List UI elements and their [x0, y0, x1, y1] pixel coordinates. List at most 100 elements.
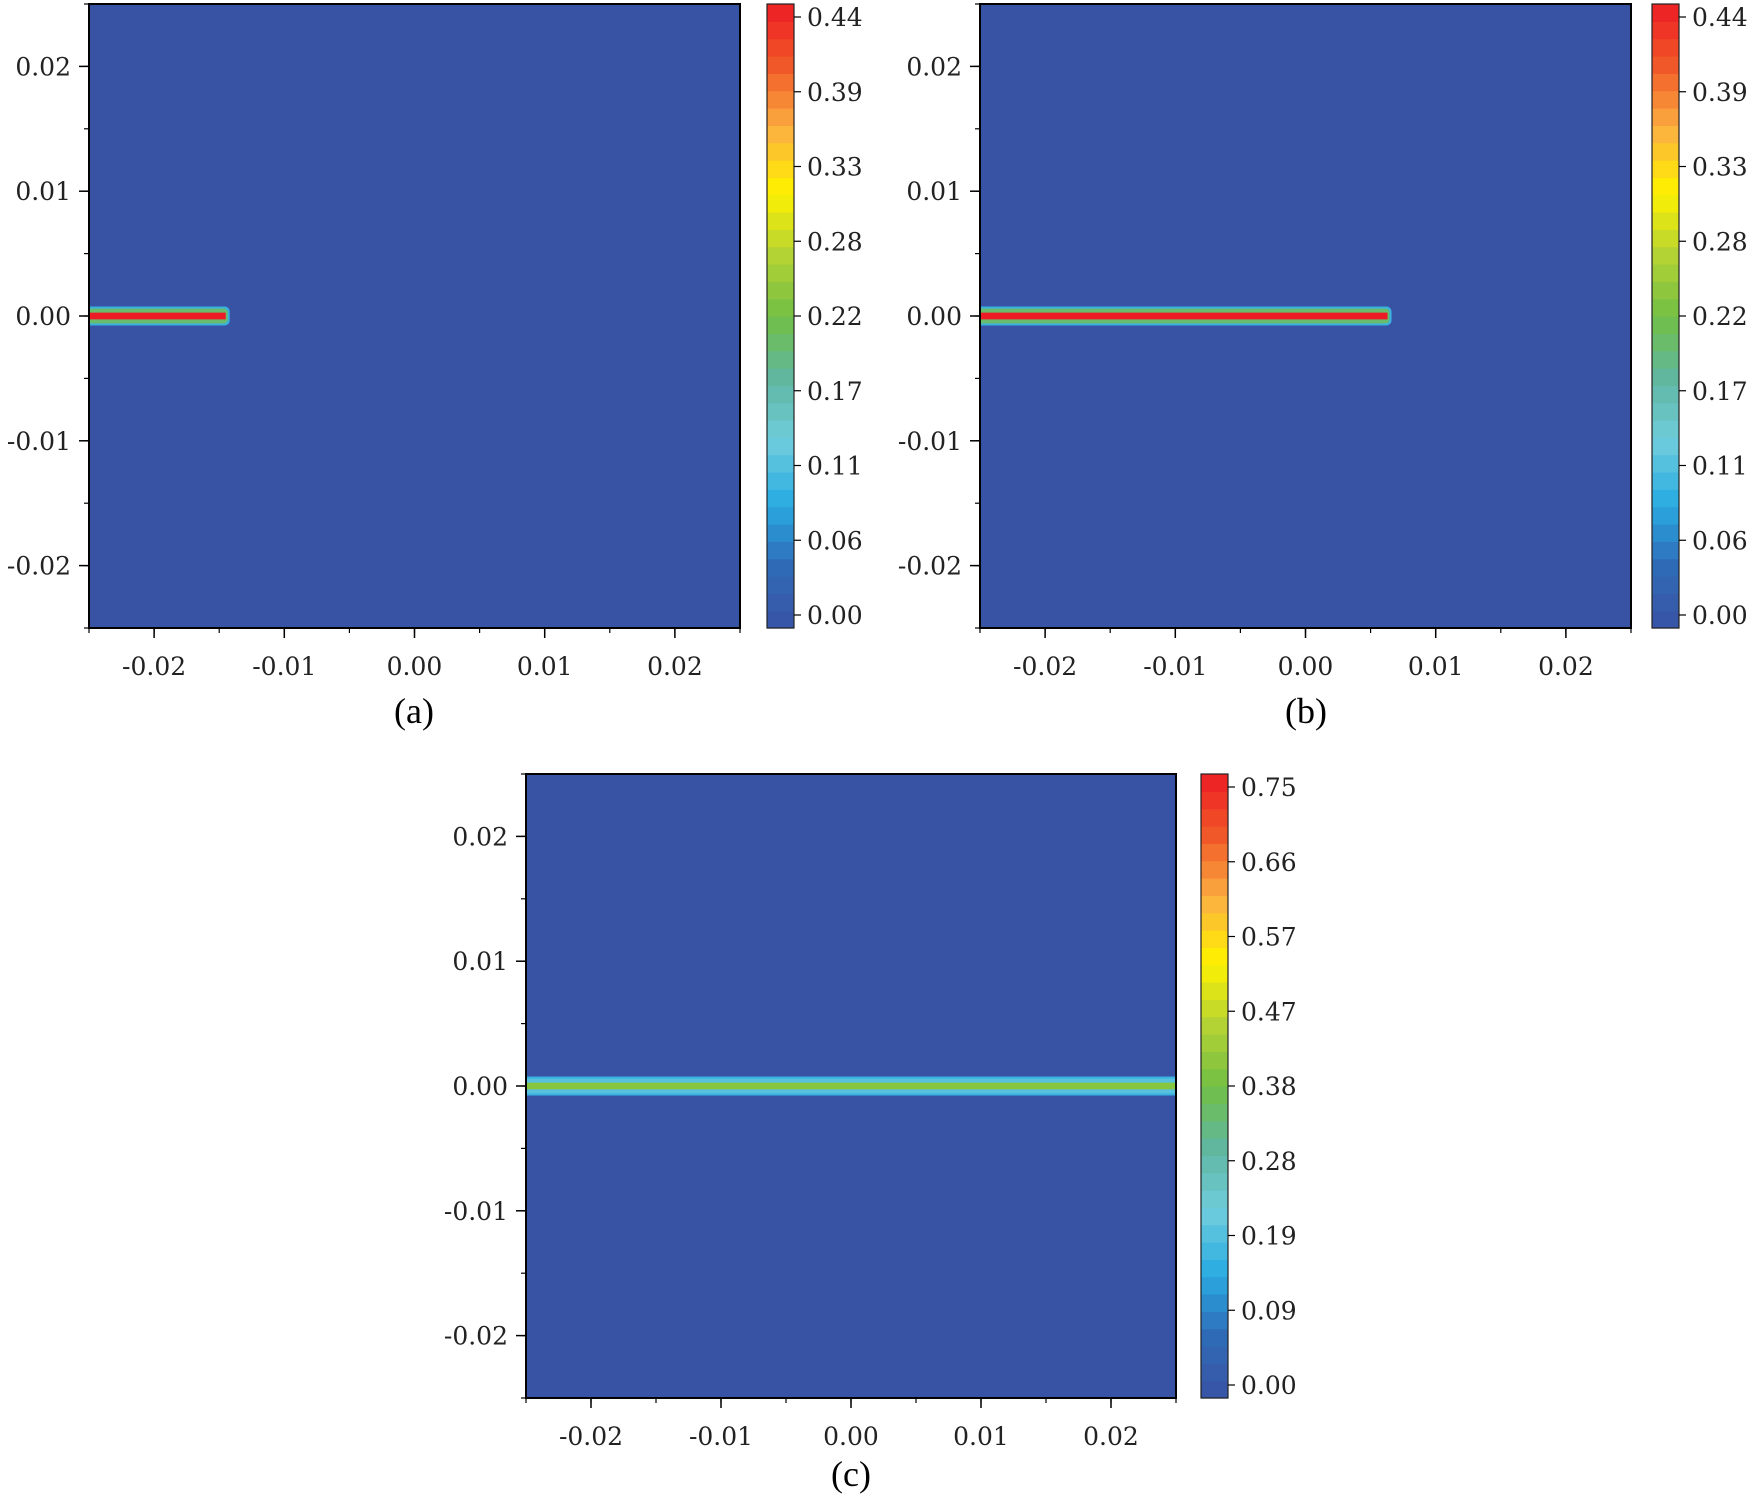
colorbar-segment	[1652, 385, 1679, 404]
x-tick-label: 0.01	[517, 652, 573, 681]
x-tick-label: -0.01	[252, 652, 316, 681]
colorbar-segment	[767, 4, 794, 22]
colorbar-segment	[767, 402, 794, 421]
colorbar-segment	[1652, 229, 1679, 248]
colorbar-segment	[767, 489, 794, 508]
colorbar-segment	[1201, 1120, 1228, 1139]
colorbar-segment	[1201, 1103, 1228, 1122]
x-tick-label: -0.02	[559, 1422, 623, 1451]
colorbar-segment	[1652, 142, 1679, 161]
y-tick-label: 0.01	[452, 947, 508, 976]
colorbar-segment	[1201, 1155, 1228, 1174]
colorbar-segment	[767, 454, 794, 473]
colorbar-segment	[1201, 1328, 1228, 1347]
colorbar-segment	[1652, 90, 1679, 109]
colorbar-segment	[1652, 108, 1679, 126]
y-tick-label: -0.01	[898, 427, 962, 456]
colorbar-segment	[1201, 1068, 1228, 1087]
colorbar-tick-label: 0.00	[1692, 601, 1748, 630]
colorbar-segment	[1201, 930, 1228, 948]
colorbar-segment	[1652, 437, 1679, 456]
colorbar-tick-label: 0.00	[1241, 1371, 1297, 1400]
colorbar-segment	[767, 541, 794, 560]
colorbar-segment	[767, 56, 794, 74]
panel-b: -0.02 -0.01 0.00 0.01 0.02 0.02 0.01 0.00 -0.01 -…	[898, 3, 1748, 731]
colorbar-tick-label: 0.28	[807, 227, 863, 256]
colorbar-segment	[1201, 878, 1228, 896]
colorbar-segment	[1652, 558, 1679, 577]
colorbar-segment	[1201, 982, 1228, 1000]
band-core	[89, 312, 226, 320]
x-tick-label: 0.00	[1278, 652, 1334, 681]
colorbar-segment	[767, 558, 794, 577]
colorbar-segment	[767, 472, 794, 490]
colorbar-tick-label: 0.17	[1692, 377, 1748, 406]
colorbar-segment	[1201, 1138, 1228, 1156]
colorbar-segment	[767, 368, 794, 386]
colorbar-segment	[1652, 472, 1679, 490]
colorbar-segment	[1201, 1276, 1228, 1295]
y-tick-label: 0.02	[906, 52, 962, 81]
colorbar-segment	[1652, 21, 1679, 40]
colorbar-segment	[1652, 56, 1679, 74]
colorbar-tick-label: 0.75	[1241, 773, 1297, 802]
colorbar-segment	[1201, 1259, 1228, 1278]
colorbar-segment	[1652, 125, 1679, 144]
colorbar-segment	[1201, 860, 1228, 879]
colorbar-tick-label: 0.66	[1241, 848, 1297, 877]
colorbar-segment	[1201, 1207, 1228, 1226]
colorbar-segment	[1652, 298, 1679, 317]
y-tick-label: -0.02	[898, 552, 962, 581]
colorbar-segment	[767, 108, 794, 126]
colorbar-tick-label: 0.33	[1692, 153, 1748, 182]
colorbar-segment	[1201, 1190, 1228, 1208]
colorbar-segment	[1201, 1311, 1228, 1330]
colorbar-segment	[767, 212, 794, 230]
x-tick-label: 0.02	[647, 652, 703, 681]
colorbar-segment	[1652, 593, 1679, 612]
y-tick-label: 0.02	[15, 52, 71, 81]
colorbar-segment	[1201, 843, 1228, 862]
colorbar-segment	[1201, 1294, 1228, 1312]
x-tick-label: 0.02	[1083, 1422, 1139, 1451]
colorbar-tick-label: 0.57	[1241, 923, 1297, 952]
colorbar-segment	[767, 125, 794, 144]
y-tick-label: -0.01	[444, 1197, 508, 1226]
colorbar-segment	[767, 576, 794, 594]
colorbar-tick-label: 0.17	[807, 377, 863, 406]
colorbar-segment	[1201, 1016, 1228, 1035]
colorbar-segment	[1652, 333, 1679, 352]
colorbar-tick-label: 0.11	[807, 452, 863, 481]
colorbar-segment	[767, 160, 794, 178]
colorbar-segment	[1201, 791, 1228, 810]
colorbar-segment	[1201, 1086, 1228, 1104]
colorbar-segment	[1201, 1172, 1228, 1191]
panel-a: -0.02 -0.01 0.00 0.01 0.02 0.02 0.01 0.00 -0.01 -…	[7, 3, 863, 731]
colorbar-tick-label: 0.06	[807, 526, 863, 555]
colorbar-tick-label: 0.22	[1692, 302, 1748, 331]
x-tick-label: -0.01	[689, 1422, 753, 1451]
colorbar-segment	[1201, 1363, 1228, 1382]
colorbar: 0.44 0.39 0.33 0.28 0.22 0.17 0.11 0.06 0.00	[766, 3, 863, 630]
colorbar-segment	[767, 385, 794, 404]
colorbar-segment	[1652, 576, 1679, 594]
colorbar-tick-label: 0.28	[1241, 1147, 1297, 1176]
y-tick-label: -0.02	[7, 552, 71, 581]
panel-c: -0.02 -0.01 0.00 0.01 0.02 0.02 0.01 0.00 -0.01 -…	[444, 773, 1297, 1494]
x-tick-label: -0.01	[1143, 652, 1207, 681]
colorbar-segment	[1201, 1051, 1228, 1070]
colorbar: 0.44 0.39 0.33 0.28 0.22 0.17 0.11 0.06 0.00	[1651, 3, 1748, 630]
panel-caption: (b)	[1285, 691, 1327, 731]
colorbar-segment	[1652, 316, 1679, 334]
colorbar-segment	[1201, 1346, 1228, 1364]
y-tick-label: 0.00	[452, 1072, 508, 1101]
colorbar-tick-label: 0.22	[807, 302, 863, 331]
colorbar-segment	[767, 281, 794, 300]
colorbar-segment	[767, 333, 794, 352]
colorbar-segment	[1201, 912, 1228, 931]
colorbar-segment	[767, 229, 794, 248]
colorbar-segment	[1652, 73, 1679, 92]
colorbar-segment	[1652, 524, 1679, 542]
colorbar-tick-label: 0.47	[1241, 997, 1297, 1026]
x-tick-label: 0.01	[1408, 652, 1464, 681]
